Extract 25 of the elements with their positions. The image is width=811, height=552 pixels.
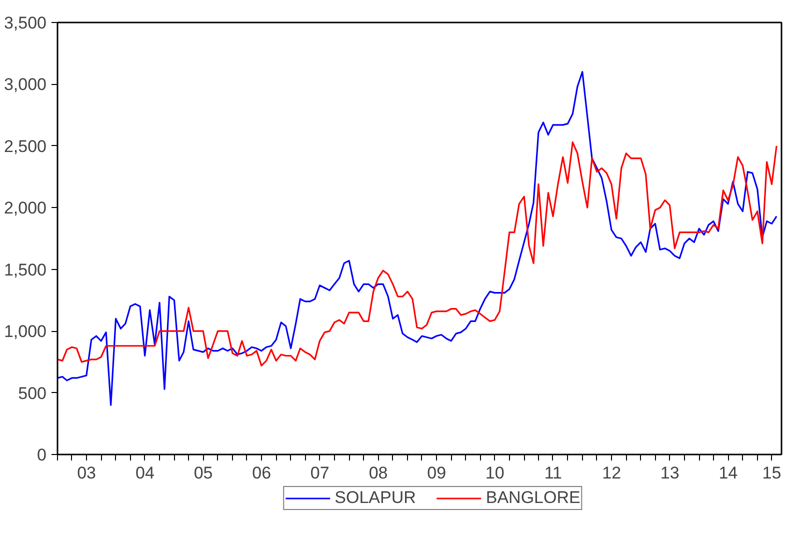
- legend-label: BANGLORE: [486, 488, 580, 508]
- x-tick-label: 13: [660, 464, 680, 482]
- x-tick-label: 08: [368, 464, 388, 482]
- x-tick-label: 06: [252, 464, 272, 482]
- y-tick-label: 1,000: [4, 322, 47, 342]
- x-tick-label: 03: [77, 464, 96, 482]
- x-tick-label: 12: [602, 464, 622, 482]
- x-tick-label: 04: [136, 464, 154, 482]
- x-tick-label: 10: [485, 464, 504, 482]
- x-tick-label: 05: [194, 464, 213, 482]
- x-tick-label: 11: [544, 464, 562, 482]
- y-tick-label: 3,000: [4, 75, 47, 94]
- y-tick-label: 500: [18, 384, 47, 403]
- y-tick-label: 2,000: [4, 198, 47, 218]
- y-tick-label: 3,500: [4, 14, 47, 32]
- x-tick-label: 07: [310, 464, 330, 482]
- line-series: [58, 71, 778, 406]
- x-tick-label: 09: [427, 464, 446, 482]
- y-tick-label: 0: [37, 446, 47, 464]
- y-tick-label: 2,500: [4, 136, 47, 156]
- line-series: [58, 141, 778, 366]
- x-tick-label: 14: [718, 464, 738, 482]
- y-tick-label: 1,500: [4, 260, 47, 280]
- legend-label: SOLAPUR: [334, 488, 416, 508]
- x-tick-label: 15: [762, 464, 782, 482]
